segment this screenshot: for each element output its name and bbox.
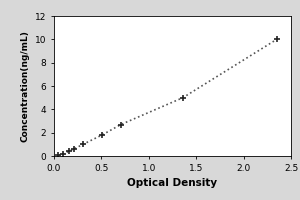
- Y-axis label: Concentration(ng/mL): Concentration(ng/mL): [20, 30, 29, 142]
- X-axis label: Optical Density: Optical Density: [128, 178, 218, 188]
